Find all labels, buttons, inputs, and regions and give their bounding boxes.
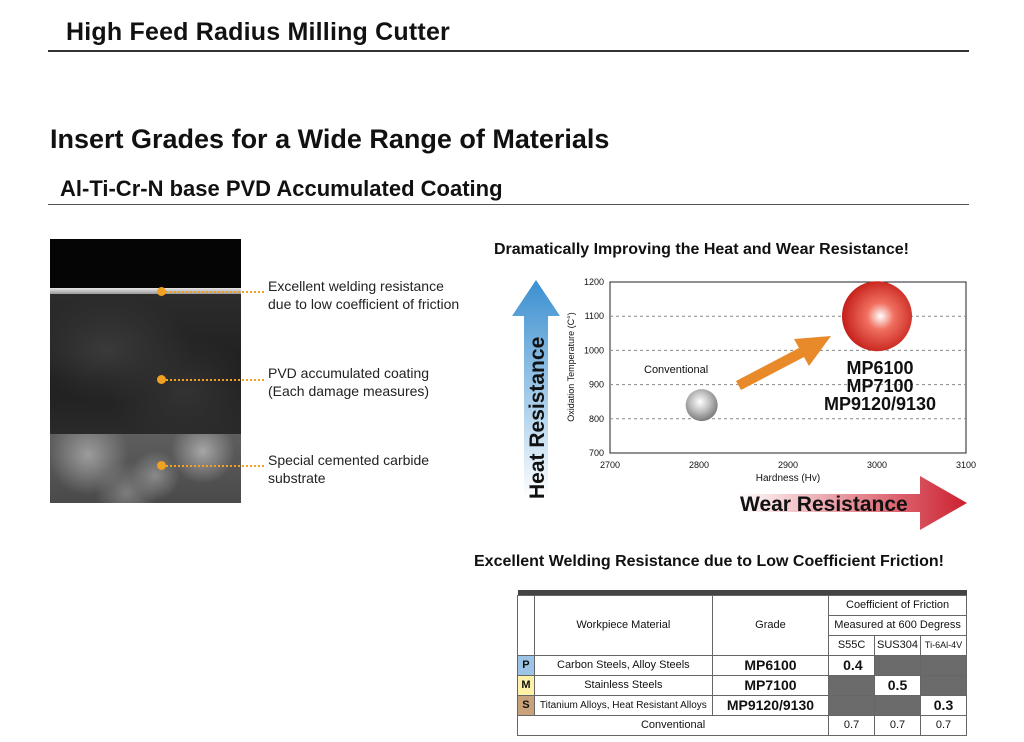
data-point-conventional (685, 389, 718, 422)
value-cell (828, 674, 876, 696)
header-spacer (517, 594, 535, 656)
micrograph-background-layer (50, 239, 241, 289)
callout-carbide-substrate: Special cemented carbide substrate (268, 451, 429, 487)
iso-badge-m: M (517, 674, 535, 696)
x-tick-label: 2800 (689, 460, 709, 470)
material-cell: Titanium Alloys, Heat Resistant Alloys (533, 694, 713, 716)
chart-title: Dramatically Improving the Heat and Wear… (494, 241, 909, 258)
value-cell: 0.7 (874, 714, 921, 736)
callout-line: Excellent welding resistance (268, 278, 444, 294)
callout-pvd-coating: PVD accumulated coating (Each damage mea… (268, 364, 429, 400)
callout-dot (157, 375, 166, 384)
callout-line: (Each damage measures) (268, 383, 430, 399)
heat-resistance-label: Heat Resistance (526, 337, 549, 499)
y-tick-label: 1100 (585, 311, 604, 321)
coating-micrograph (50, 239, 241, 503)
x-tick-label: 3000 (867, 460, 887, 470)
header-cof: Coefficient of Friction (828, 594, 967, 616)
wear-resistance-arrow (736, 476, 967, 530)
value-cell: 0.3 (920, 694, 967, 716)
grade-cell: MP7100 (711, 674, 830, 696)
plot-frame (609, 281, 967, 454)
x-tick-label: 3100 (956, 460, 976, 470)
y-tick-label: 1200 (584, 277, 604, 287)
callout-line: substrate (268, 470, 326, 486)
y-tick-label: 800 (589, 414, 604, 424)
value-cell (920, 674, 967, 696)
section-title: Insert Grades for a Wide Range of Materi… (50, 124, 610, 154)
header-divider (48, 50, 969, 52)
y-tick-label: 1000 (584, 345, 604, 355)
grade-cell: MP9120/9130 (711, 694, 830, 716)
value-cell: 0.7 (828, 714, 876, 736)
callout-welding-resistance: Excellent welding resistance due to low … (268, 277, 459, 313)
value-cell (920, 654, 967, 676)
resistance-chart: Heat Resistance Wear Resistance 700 800 90… (512, 277, 976, 530)
table-top-bar (517, 590, 967, 595)
material-cell: Carbon Steels, Alloy Steels (533, 654, 713, 676)
iso-badge-s: S (517, 694, 535, 716)
table-row: P Carbon Steels, Alloy Steels MP6100 0.4 (517, 654, 967, 676)
callout-line: due to low coefficient of friction (268, 296, 460, 312)
table-header-row: Workpiece Material Grade Coefficient of … (517, 594, 967, 656)
header-col-ti6al4v: Ti-6Al-4V (920, 634, 967, 656)
heat-resistance-arrow (512, 280, 560, 498)
y-tick-label: 900 (589, 380, 604, 390)
conventional-label-cell: Conventional (516, 714, 830, 736)
header-col-s55c: S55C (828, 634, 876, 656)
callout-line: PVD accumulated coating (268, 365, 430, 381)
trend-arrow (736, 336, 831, 390)
value-cell: 0.4 (828, 654, 876, 676)
x-tick-label: 2900 (778, 460, 798, 470)
friction-table: Workpiece Material Grade Coefficient of … (516, 590, 967, 736)
y-tick-label: 700 (589, 448, 604, 458)
x-tick-labels: 2700 2800 2900 3000 3100 (600, 460, 976, 470)
grade-label-mp6100: MP6100 (846, 358, 913, 378)
value-cell: 0.7 (920, 714, 967, 736)
table-header-row: S55C SUS304 Ti-6Al-4V (518, 634, 967, 656)
y-tick-labels: 700 800 900 1000 1100 1200 (584, 277, 604, 458)
table-row: S Titanium Alloys, Heat Resistant Alloys… (517, 694, 967, 716)
x-axis-label: Hardness (Hv) (756, 473, 820, 484)
grade-label-mp7100: MP7100 (846, 376, 913, 396)
data-point-new-grades (842, 281, 912, 352)
callout-leader (166, 291, 264, 293)
header-workpiece: Workpiece Material (533, 594, 713, 656)
grade-label-mp9120: MP9120/9130 (824, 394, 936, 414)
micrograph-coating-layer (50, 294, 241, 434)
table-title: Excellent Welding Resistance due to Low … (474, 553, 944, 570)
section-subtitle: Al-Ti-Cr-N base PVD Accumulated Coating (60, 176, 503, 201)
header-measured: Measured at 600 Degress (828, 614, 967, 636)
callout-line: Special cemented carbide (268, 452, 430, 468)
page-title: High Feed Radius Milling Cutter (66, 18, 450, 46)
header-col-sus304: SUS304 (874, 634, 921, 656)
wear-resistance-label: Wear Resistance (740, 493, 908, 516)
callout-dot (157, 287, 166, 296)
x-tick-label: 2700 (600, 460, 620, 470)
subtitle-divider (48, 204, 969, 205)
iso-badge-p: P (517, 654, 535, 676)
callout-leader (166, 465, 264, 467)
callout-leader (166, 379, 264, 381)
value-cell: 0.5 (874, 674, 921, 696)
table-row-conventional: Conventional 0.7 0.7 0.7 (516, 714, 967, 736)
table-row: M Stainless Steels MP7100 0.5 (517, 674, 967, 696)
conventional-label: Conventional (644, 364, 708, 376)
callout-dot (157, 461, 166, 470)
value-cell (874, 694, 921, 716)
y-axis-label: Oxidation Temperature (C°) (566, 312, 576, 421)
header-grade: Grade (711, 594, 830, 656)
value-cell (874, 654, 921, 676)
value-cell (828, 694, 876, 716)
micrograph-substrate-layer (50, 434, 241, 503)
material-cell: Stainless Steels (533, 674, 713, 696)
micrograph-surface-layer (50, 288, 241, 294)
grade-cell: MP6100 (711, 654, 830, 676)
